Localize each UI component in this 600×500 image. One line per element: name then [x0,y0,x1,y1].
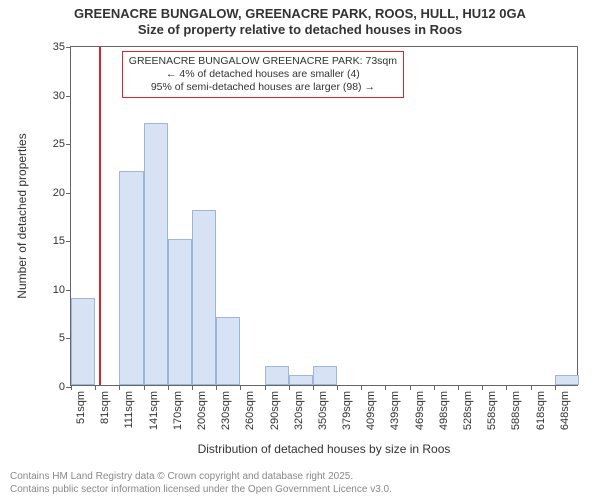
x-tick-label: 379sqm [341,391,353,430]
x-tick-label: 469sqm [414,391,426,430]
histogram-bar [144,123,168,385]
histogram-bar [555,375,579,385]
footer-line2: Contains public sector information licen… [10,484,392,497]
x-tick-mark [458,385,459,390]
x-tick-label: 588sqm [510,391,522,430]
x-tick-label: 320sqm [293,391,305,430]
x-tick-mark [482,385,483,390]
x-axis-label: Distribution of detached houses by size … [70,442,578,456]
histogram-bar [216,317,240,385]
x-tick-label: 558sqm [486,391,498,430]
histogram-bar [265,366,289,385]
x-tick-label: 350sqm [317,391,329,430]
x-tick-mark [168,385,169,390]
x-tick-label: 200sqm [196,391,208,430]
y-axis-label: Number of detached properties [15,46,29,386]
annotation-line: GREENACRE BUNGALOW GREENACRE PARK: 73sqm [129,55,397,68]
title-line1: GREENACRE BUNGALOW, GREENACRE PARK, ROOS… [0,6,600,22]
x-tick-mark [555,385,556,390]
x-tick-label: 648sqm [559,391,571,430]
histogram-bar [168,239,192,385]
y-tick-mark [66,96,71,97]
x-tick-mark [434,385,435,390]
x-tick-mark [313,385,314,390]
histogram-bar [71,298,95,385]
x-tick-label: 230sqm [220,391,232,430]
x-tick-mark [95,385,96,390]
x-tick-label: 170sqm [172,391,184,430]
x-tick-label: 51sqm [75,391,87,424]
x-tick-mark [361,385,362,390]
x-tick-mark [192,385,193,390]
x-tick-mark [144,385,145,390]
x-tick-mark [337,385,338,390]
x-tick-label: 290sqm [269,391,281,430]
x-tick-mark [265,385,266,390]
x-tick-mark [71,385,72,390]
x-tick-mark [531,385,532,390]
annotation-line: ← 4% of detached houses are smaller (4) [129,68,397,81]
histogram-bar [289,375,313,385]
x-tick-label: 81sqm [99,391,111,424]
x-tick-label: 618sqm [535,391,547,430]
y-tick-mark [66,241,71,242]
title-line2: Size of property relative to detached ho… [0,22,600,38]
footer-line1: Contains HM Land Registry data © Crown c… [10,471,392,484]
y-tick-mark [66,193,71,194]
footer-attribution: Contains HM Land Registry data © Crown c… [0,471,392,496]
histogram-bar [192,210,216,385]
y-tick-mark [66,290,71,291]
histogram-bar [119,171,143,385]
property-marker-line [99,47,101,385]
y-tick-mark [66,144,71,145]
x-tick-mark [119,385,120,390]
x-tick-label: 409sqm [365,391,377,430]
x-tick-mark [289,385,290,390]
x-tick-mark [506,385,507,390]
x-tick-mark [216,385,217,390]
x-tick-label: 141sqm [148,391,160,430]
x-tick-label: 260sqm [244,391,256,430]
histogram-bar [313,366,337,385]
x-tick-mark [410,385,411,390]
x-tick-label: 439sqm [389,391,401,430]
chart-title: GREENACRE BUNGALOW, GREENACRE PARK, ROOS… [0,0,600,39]
annotation-line: 95% of semi-detached houses are larger (… [129,81,397,94]
plot-area: 0510152025303551sqm81sqm111sqm141sqm170s… [70,46,578,386]
x-tick-label: 111sqm [123,391,135,429]
x-tick-mark [240,385,241,390]
y-tick-mark [66,47,71,48]
x-tick-label: 528sqm [462,391,474,430]
x-tick-label: 498sqm [438,391,450,430]
annotation-box: GREENACRE BUNGALOW GREENACRE PARK: 73sqm… [122,51,404,98]
x-tick-mark [385,385,386,390]
